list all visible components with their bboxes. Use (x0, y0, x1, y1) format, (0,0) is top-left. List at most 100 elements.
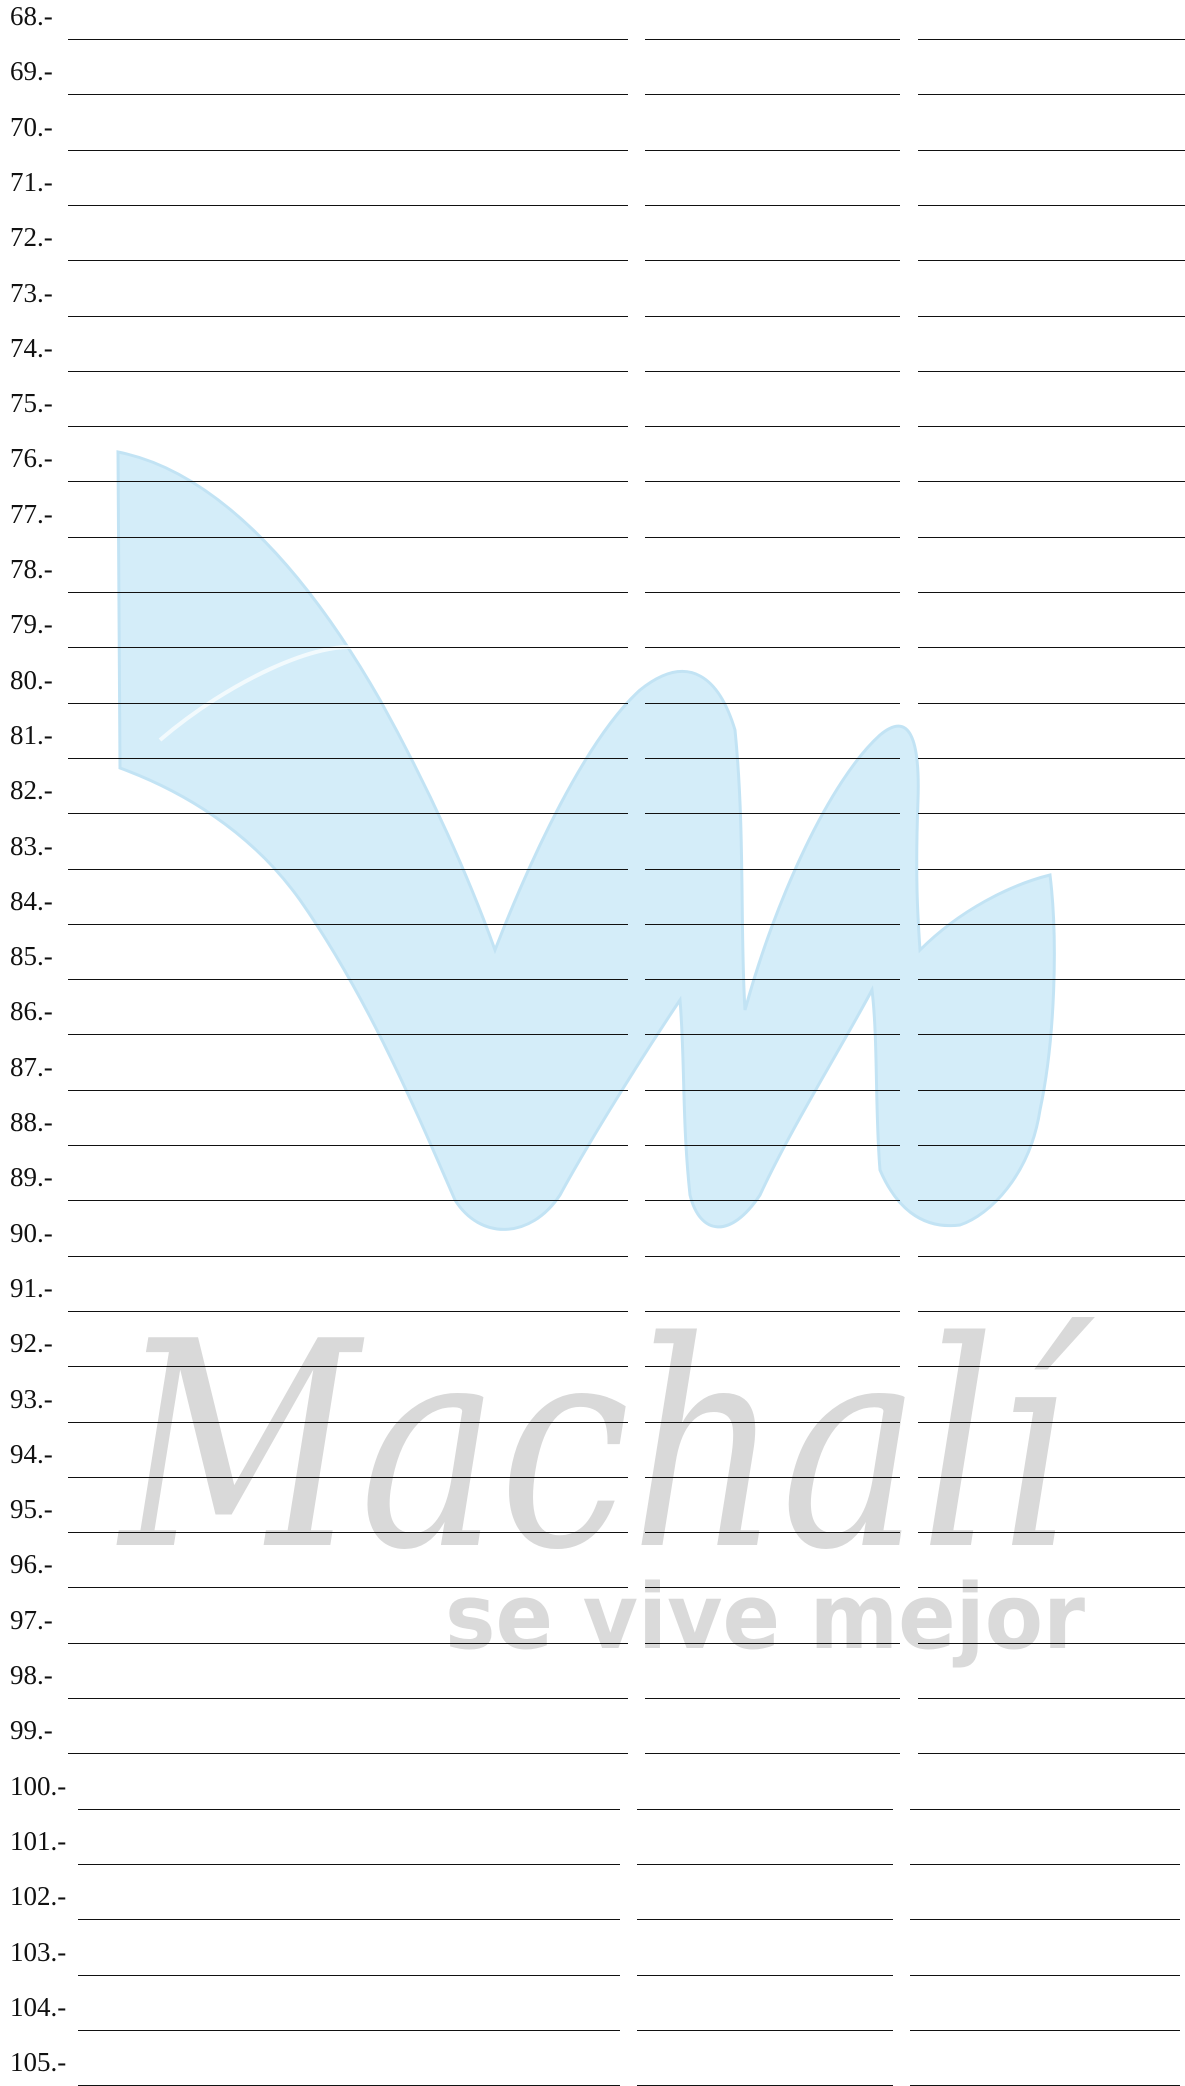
row-line-main[interactable] (68, 1145, 628, 1146)
row-line-third[interactable] (918, 1587, 1185, 1589)
row-line-third[interactable] (918, 1255, 1185, 1257)
row-line-third[interactable] (918, 370, 1185, 372)
row-line-third[interactable] (918, 315, 1185, 317)
row-line-main[interactable] (68, 149, 628, 151)
row-line-main[interactable] (78, 1919, 620, 1921)
row-line-third[interactable] (918, 1698, 1185, 1699)
row-line-second[interactable] (645, 1698, 900, 1699)
row-line-third[interactable] (918, 1753, 1185, 1755)
row-line-second[interactable] (645, 1421, 900, 1423)
row-line-main[interactable] (68, 315, 628, 317)
row-line-second[interactable] (645, 647, 900, 649)
row-line-third[interactable] (918, 481, 1185, 483)
row-line-main[interactable] (68, 481, 628, 483)
row-line-main[interactable] (68, 260, 628, 262)
row-line-third[interactable] (918, 1034, 1185, 1036)
row-line-third[interactable] (918, 1642, 1185, 1644)
row-line-third[interactable] (918, 757, 1185, 759)
row-line-third[interactable] (918, 1200, 1185, 1202)
row-line-third[interactable] (910, 1919, 1180, 1921)
row-line-second[interactable] (645, 1089, 900, 1091)
row-line-second[interactable] (645, 1532, 900, 1534)
row-line-main[interactable] (68, 702, 628, 704)
row-line-main[interactable] (68, 1089, 628, 1091)
row-line-main[interactable] (68, 1421, 628, 1423)
row-line-second[interactable] (637, 1919, 893, 1921)
row-line-main[interactable] (68, 1753, 628, 1755)
row-line-main[interactable] (68, 1200, 628, 1202)
row-line-third[interactable] (918, 1532, 1185, 1534)
row-line-main[interactable] (78, 1808, 620, 1810)
row-line-main[interactable] (68, 1532, 628, 1534)
row-line-main[interactable] (68, 426, 628, 428)
row-line-second[interactable] (645, 149, 900, 151)
row-line-third[interactable] (918, 536, 1185, 538)
row-line-second[interactable] (645, 1476, 900, 1478)
row-line-main[interactable] (78, 1974, 620, 1976)
row-line-third[interactable] (918, 1421, 1185, 1423)
row-line-third[interactable] (918, 39, 1185, 40)
row-line-third[interactable] (918, 868, 1185, 870)
row-line-third[interactable] (918, 1476, 1185, 1478)
row-line-third[interactable] (910, 1808, 1180, 1810)
row-line-main[interactable] (68, 370, 628, 372)
row-line-main[interactable] (68, 536, 628, 538)
row-line-second[interactable] (645, 1255, 900, 1257)
row-line-second[interactable] (645, 94, 900, 96)
row-line-main[interactable] (68, 1366, 628, 1368)
row-line-main[interactable] (68, 868, 628, 870)
row-line-second[interactable] (645, 1310, 900, 1312)
row-line-second[interactable] (645, 1034, 900, 1036)
row-line-main[interactable] (68, 1642, 628, 1644)
row-line-third[interactable] (918, 204, 1185, 206)
row-line-second[interactable] (645, 481, 900, 483)
row-line-third[interactable] (918, 1366, 1185, 1368)
row-line-third[interactable] (918, 149, 1185, 151)
row-line-third[interactable] (918, 1310, 1185, 1312)
row-line-third[interactable] (918, 647, 1185, 649)
row-line-third[interactable] (918, 260, 1185, 262)
row-line-main[interactable] (68, 1034, 628, 1036)
row-line-second[interactable] (645, 1366, 900, 1368)
row-line-third[interactable] (918, 1089, 1185, 1091)
row-line-second[interactable] (637, 1808, 893, 1810)
row-line-main[interactable] (68, 813, 628, 815)
row-line-main[interactable] (68, 204, 628, 206)
row-line-second[interactable] (637, 2029, 893, 2031)
row-line-third[interactable] (918, 1145, 1185, 1146)
row-line-second[interactable] (645, 979, 900, 981)
row-line-second[interactable] (645, 702, 900, 704)
row-line-second[interactable] (645, 1587, 900, 1589)
row-line-second[interactable] (637, 1863, 893, 1865)
row-line-second[interactable] (645, 204, 900, 206)
row-line-main[interactable] (68, 979, 628, 981)
row-line-second[interactable] (645, 592, 900, 593)
row-line-main[interactable] (68, 757, 628, 759)
row-line-main[interactable] (68, 923, 628, 925)
row-line-second[interactable] (645, 1200, 900, 1202)
row-line-second[interactable] (645, 315, 900, 317)
row-line-main[interactable] (68, 1255, 628, 1257)
row-line-main[interactable] (78, 1863, 620, 1865)
row-line-main[interactable] (68, 39, 628, 40)
row-line-second[interactable] (645, 868, 900, 870)
row-line-third[interactable] (918, 813, 1185, 815)
row-line-second[interactable] (645, 370, 900, 372)
row-line-second[interactable] (637, 1974, 893, 1976)
row-line-second[interactable] (645, 260, 900, 262)
row-line-third[interactable] (918, 426, 1185, 428)
row-line-third[interactable] (910, 2029, 1180, 2031)
row-line-second[interactable] (645, 1642, 900, 1644)
row-line-second[interactable] (645, 813, 900, 815)
row-line-main[interactable] (78, 2029, 620, 2031)
row-line-second[interactable] (645, 757, 900, 759)
row-line-main[interactable] (68, 592, 628, 593)
row-line-third[interactable] (918, 592, 1185, 593)
row-line-second[interactable] (645, 536, 900, 538)
row-line-main[interactable] (68, 1698, 628, 1699)
row-line-main[interactable] (68, 1476, 628, 1478)
row-line-third[interactable] (918, 979, 1185, 981)
row-line-second[interactable] (645, 1145, 900, 1146)
row-line-third[interactable] (918, 94, 1185, 96)
row-line-second[interactable] (645, 1753, 900, 1755)
